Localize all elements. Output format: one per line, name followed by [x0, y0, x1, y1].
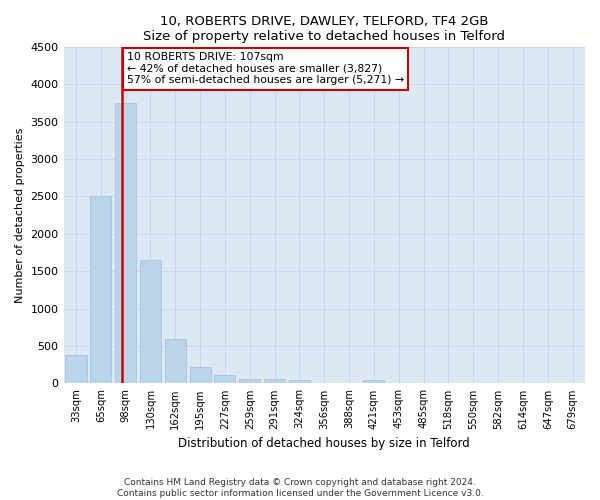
X-axis label: Distribution of detached houses by size in Telford: Distribution of detached houses by size … [178, 437, 470, 450]
Bar [264, 380, 285, 384]
Bar [90, 196, 112, 384]
Bar [364, 380, 385, 384]
Bar [214, 375, 235, 384]
Bar [165, 338, 186, 384]
Bar [190, 366, 211, 384]
Bar [239, 379, 260, 384]
Text: Contains HM Land Registry data © Crown copyright and database right 2024.
Contai: Contains HM Land Registry data © Crown c… [116, 478, 484, 498]
Bar [65, 356, 86, 384]
Bar [289, 380, 310, 384]
Bar [140, 260, 161, 384]
Y-axis label: Number of detached properties: Number of detached properties [15, 128, 25, 303]
Text: 10 ROBERTS DRIVE: 107sqm
← 42% of detached houses are smaller (3,827)
57% of sem: 10 ROBERTS DRIVE: 107sqm ← 42% of detach… [127, 52, 404, 86]
Bar [115, 103, 136, 384]
Title: 10, ROBERTS DRIVE, DAWLEY, TELFORD, TF4 2GB
Size of property relative to detache: 10, ROBERTS DRIVE, DAWLEY, TELFORD, TF4 … [143, 15, 505, 43]
